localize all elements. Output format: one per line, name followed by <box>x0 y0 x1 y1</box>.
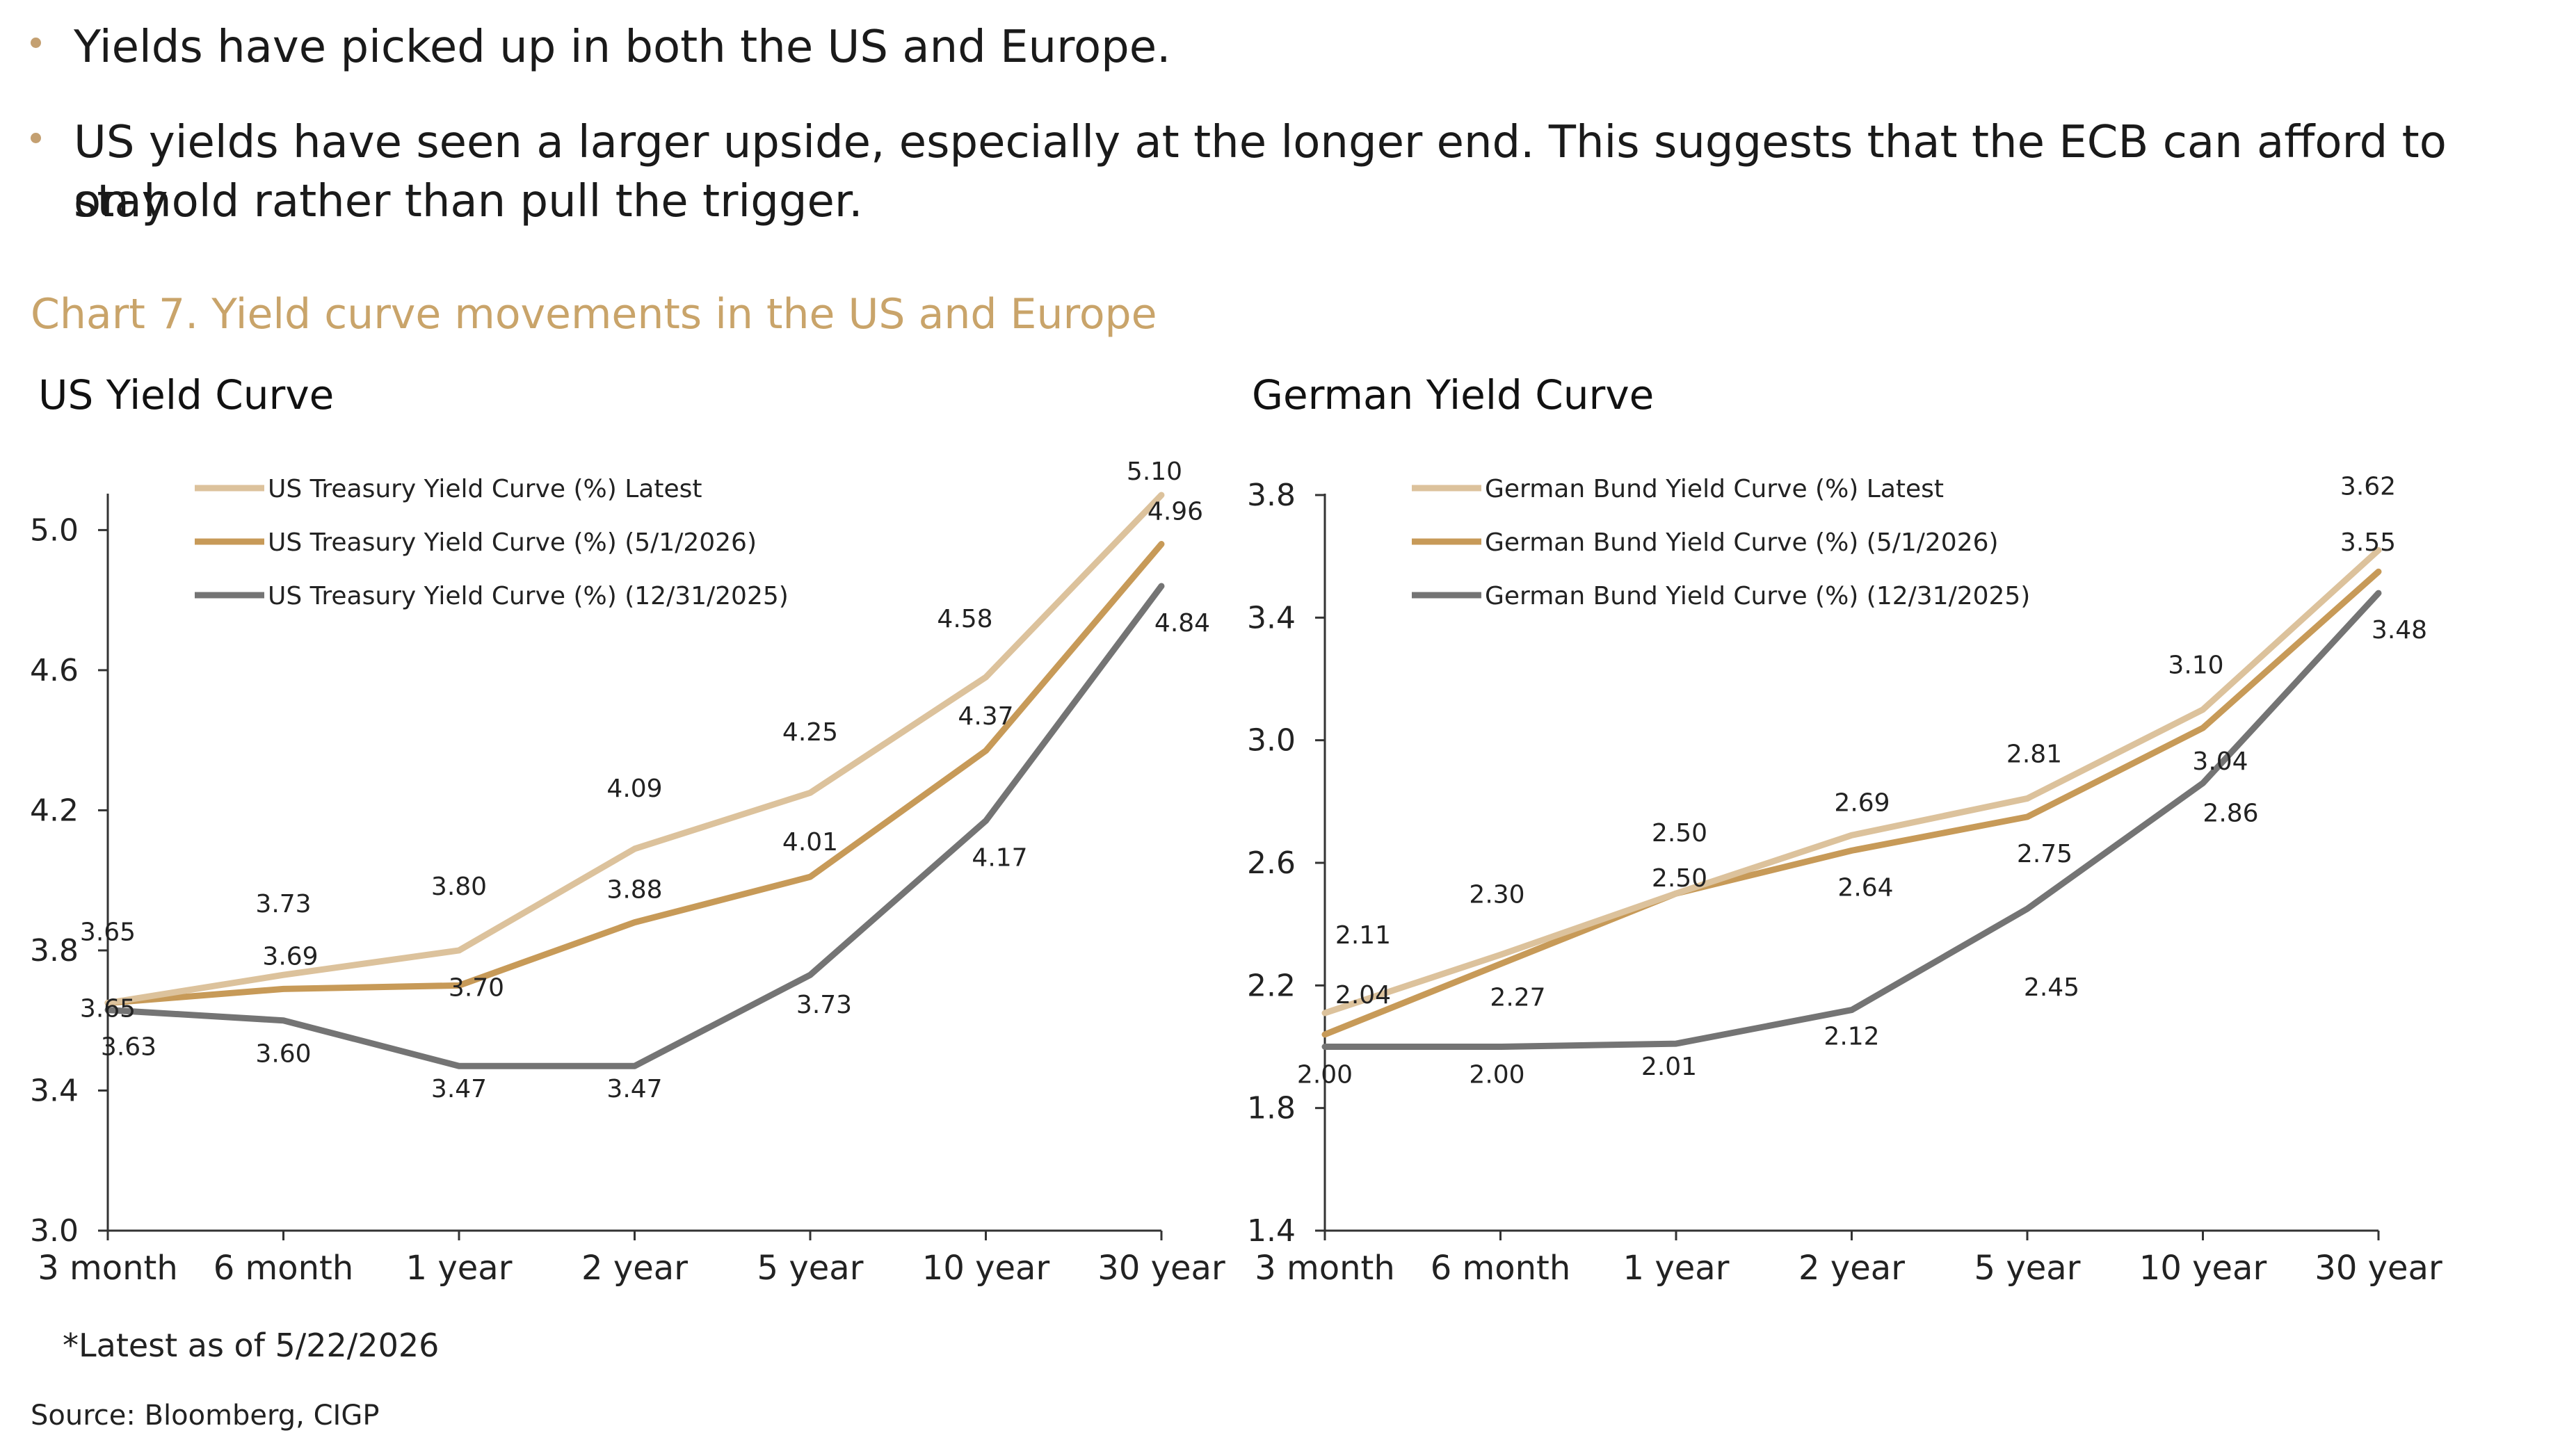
bullet-1: Yields have picked up in both the US and… <box>31 18 2506 81</box>
de-data-label: 3.55 <box>2340 528 2396 557</box>
bullet-text-1: Yields have picked up in both the US and… <box>74 22 1171 73</box>
de-legend-label-3: German Bund Yield Curve (%) (12/31/2025) <box>1485 582 2030 610</box>
de-series-line-1 <box>1321 546 2382 1016</box>
de-x-tick-label: 30 year <box>2315 1249 2442 1288</box>
de-x-tick-label: 10 year <box>2139 1249 2267 1288</box>
german-chart-heading: German Yield Curve <box>1252 371 1655 419</box>
de-data-label: 2.30 <box>1469 880 1524 909</box>
us-data-label: 3.69 <box>262 942 318 971</box>
bullet-dot <box>31 133 41 143</box>
us-legend-label-2: US Treasury Yield Curve (%) (5/1/2026) <box>268 528 757 557</box>
us-data-label: 3.88 <box>606 876 662 905</box>
us-y-tick-label: 3.4 <box>30 1073 79 1108</box>
de-data-label: 2.64 <box>1837 873 1893 902</box>
us-x-tick-label: 6 month <box>214 1249 354 1288</box>
de-legend-label-1: German Bund Yield Curve (%) Latest <box>1485 475 1944 503</box>
us-data-label: 3.70 <box>449 973 504 1002</box>
us-data-label: 3.47 <box>431 1075 487 1103</box>
us-x-tick-label: 3 month <box>38 1249 178 1288</box>
de-legend-label-2: German Bund Yield Curve (%) (5/1/2026) <box>1485 528 1999 557</box>
de-data-label: 2.50 <box>1652 819 1707 848</box>
bullet-2: US yields have seen a larger upside, esp… <box>31 113 2506 238</box>
footnote: *Latest as of 5/22/2026 <box>63 1327 440 1364</box>
us-x-tick-label: 5 year <box>757 1249 864 1288</box>
de-x-tick-label: 2 year <box>1798 1249 1905 1288</box>
us-y-tick-label: 4.6 <box>30 653 79 688</box>
us-data-label: 3.65 <box>80 918 136 947</box>
us-y-tick-label: 3.8 <box>30 933 79 969</box>
de-y-tick-label: 2.2 <box>1247 968 1296 1003</box>
us-series-line-2 <box>104 541 1165 1007</box>
bullet-text-2: US yields have seen a larger upside, esp… <box>74 117 2447 227</box>
de-data-label: 2.75 <box>2017 840 2072 868</box>
de-x-tick-label: 1 year <box>1623 1249 1730 1288</box>
us-y-tick-label: 4.2 <box>30 793 79 828</box>
de-data-label: 2.04 <box>1335 981 1391 1010</box>
de-y-tick-label: 1.8 <box>1247 1091 1296 1126</box>
us-data-label: 4.25 <box>782 718 838 747</box>
de-data-label: 2.01 <box>1641 1053 1697 1081</box>
de-x-tick-label: 5 year <box>1974 1249 2081 1288</box>
us-legend-label-3: US Treasury Yield Curve (%) (12/31/2025) <box>268 582 789 610</box>
us-data-label: 3.60 <box>255 1040 311 1069</box>
us-series-line-3 <box>104 583 1165 1069</box>
us-legend-label-1: US Treasury Yield Curve (%) Latest <box>268 475 702 503</box>
chart-title: Chart 7. Yield curve movements in the US… <box>31 290 1157 339</box>
de-y-tick-label: 3.8 <box>1247 478 1296 513</box>
bullet-text-2-cont: on hold rather than pull the trigger. <box>74 176 863 227</box>
de-data-label: 3.10 <box>2168 651 2223 680</box>
us-data-label: 3.63 <box>101 1033 156 1062</box>
us-x-tick-label: 10 year <box>922 1249 1050 1288</box>
us-data-label: 3.80 <box>431 873 487 901</box>
de-data-label: 3.04 <box>2192 747 2248 776</box>
us-series-line-1 <box>104 492 1165 1007</box>
de-data-label: 3.62 <box>2340 472 2396 501</box>
us-data-label: 4.17 <box>972 844 1027 873</box>
source-note: Source: Bloomberg, CIGP <box>31 1400 380 1432</box>
de-data-label: 2.86 <box>2203 799 2258 827</box>
de-data-label: 2.27 <box>1490 983 1545 1012</box>
us-x-tick-label: 30 year <box>1097 1249 1225 1288</box>
de-data-label: 2.11 <box>1335 921 1391 950</box>
us-y-tick-label: 5.0 <box>30 512 79 548</box>
us-data-label: 3.73 <box>255 890 311 918</box>
de-y-tick-label: 3.4 <box>1247 600 1296 635</box>
de-data-label: 2.00 <box>1297 1061 1353 1089</box>
de-data-label: 3.48 <box>2372 616 2427 645</box>
bullet-dot <box>31 38 41 48</box>
de-y-tick-label: 3.0 <box>1247 723 1296 759</box>
us-data-label: 4.09 <box>606 775 662 803</box>
de-y-tick-label: 1.4 <box>1247 1213 1296 1249</box>
de-series-line-3 <box>1321 590 2382 1050</box>
us-data-label: 4.96 <box>1148 498 1203 526</box>
de-series-line-2 <box>1321 568 2382 1038</box>
us-chart-heading: US Yield Curve <box>38 371 335 419</box>
us-data-label: 4.37 <box>958 702 1013 731</box>
de-x-tick-label: 3 month <box>1255 1249 1395 1288</box>
us-data-label: 4.58 <box>937 605 992 633</box>
us-data-label: 4.01 <box>782 828 838 857</box>
us-x-tick-label: 1 year <box>406 1249 513 1288</box>
de-data-label: 2.00 <box>1469 1061 1524 1089</box>
de-data-label: 2.50 <box>1652 864 1707 893</box>
de-x-tick-label: 6 month <box>1431 1249 1571 1288</box>
de-y-tick-label: 2.6 <box>1247 845 1296 881</box>
us-x-tick-label: 2 year <box>581 1249 688 1288</box>
us-data-label: 3.65 <box>80 995 136 1023</box>
de-data-label: 2.81 <box>2006 740 2062 768</box>
us-data-label: 4.84 <box>1154 609 1210 638</box>
de-data-label: 2.69 <box>1834 788 1890 817</box>
de-data-label: 2.12 <box>1824 1023 1879 1051</box>
us-data-label: 3.47 <box>606 1075 662 1103</box>
de-data-label: 2.45 <box>2024 973 2079 1002</box>
us-data-label: 3.73 <box>796 991 852 1019</box>
us-data-label: 5.10 <box>1127 457 1182 486</box>
us-y-tick-label: 3.0 <box>30 1213 79 1249</box>
